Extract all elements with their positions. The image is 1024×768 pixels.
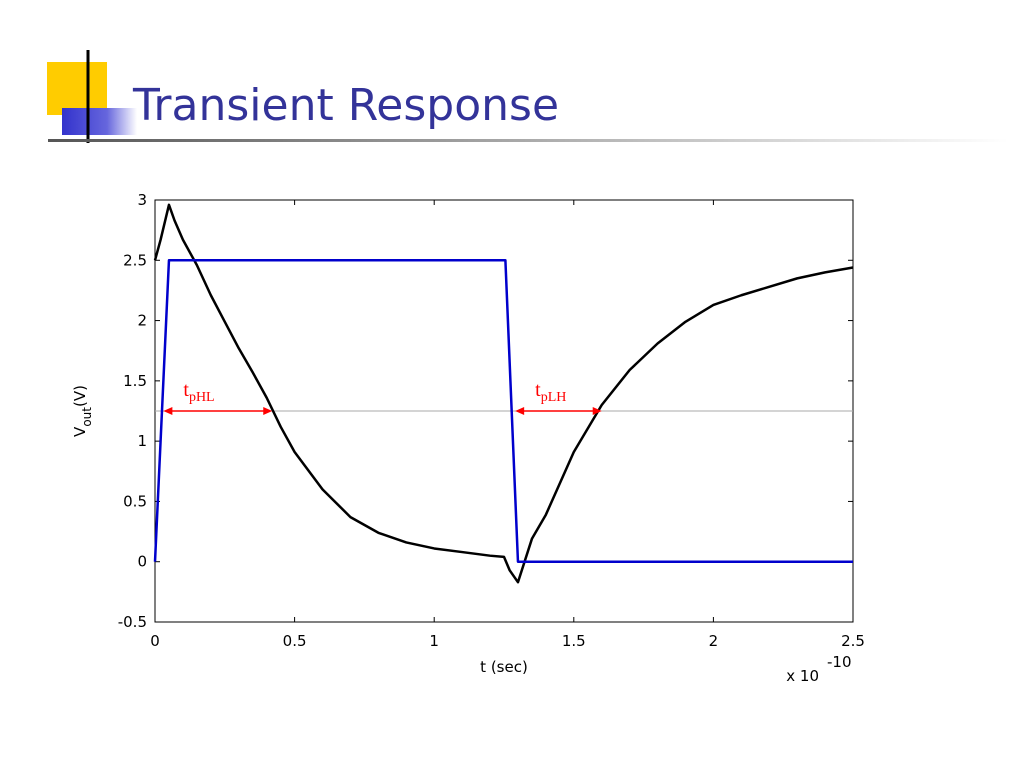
deco-blue xyxy=(62,108,137,135)
y-tick-label: -0.5 xyxy=(118,613,147,631)
y-axis-label: Vout(V) xyxy=(71,385,94,437)
series-line xyxy=(153,203,854,584)
x-axis-label: t (sec) xyxy=(480,658,528,676)
slide-title: Transient Response xyxy=(132,80,559,131)
x-multiplier: x 10 xyxy=(786,667,819,685)
y-tick-label: 2.5 xyxy=(123,251,147,269)
annotation-main: t xyxy=(183,379,189,401)
y-label-main: V xyxy=(71,426,89,437)
y-tick-label: 1 xyxy=(137,432,147,450)
series-line xyxy=(153,259,853,563)
y-tick-label: 3 xyxy=(137,191,147,209)
arrow-head xyxy=(163,407,173,415)
annotation-sub: pHL xyxy=(189,390,215,405)
x-tick-label: 1.5 xyxy=(562,632,586,650)
y-tick-label: 0 xyxy=(137,553,147,571)
x-tick-label: 2.5 xyxy=(841,632,865,650)
y-tick-label: 2 xyxy=(137,312,147,330)
annotation-label: tpLH xyxy=(535,379,566,405)
plot: -0.500.511.522.530 0.5 1 1.5 2 2.5t (sec)Vout… xyxy=(71,191,865,685)
x-tick-label: 2 xyxy=(709,632,719,650)
x-multiplier-exp: -10 xyxy=(827,653,852,671)
y-tick-label: 0.5 xyxy=(123,492,147,510)
x-tick-label: 0 xyxy=(150,632,160,650)
arrow-head xyxy=(263,407,273,415)
arrow-head xyxy=(515,407,525,415)
annotation-main: t xyxy=(535,379,541,401)
y-label-rest: (V) xyxy=(71,385,89,407)
x-tick-label: 1 xyxy=(429,632,439,650)
arrow-head xyxy=(592,407,602,415)
deco-yellow xyxy=(47,62,107,115)
y-label-sub: out xyxy=(80,407,94,427)
deco-hline xyxy=(48,139,1008,142)
annotation-sub: pLH xyxy=(541,390,567,405)
y-tick-label: 1.5 xyxy=(123,372,147,390)
annotation-label: tpHL xyxy=(183,379,214,405)
x-tick-label: 0.5 xyxy=(283,632,307,650)
